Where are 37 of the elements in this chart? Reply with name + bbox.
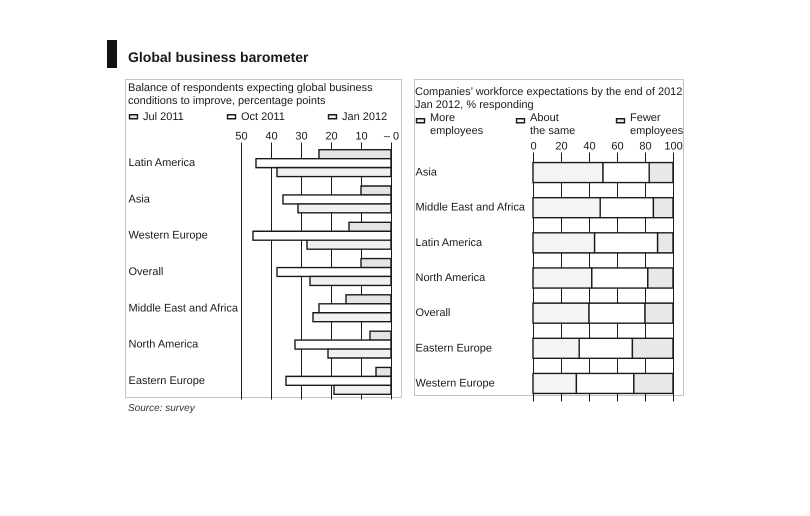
source-note: Source: survey — [128, 403, 195, 414]
y-tick-label: North America — [128, 338, 200, 351]
y-tick-label: North America — [416, 272, 486, 284]
legend-label: More employees — [430, 112, 484, 137]
x-tick-label: 0 — [530, 140, 537, 152]
x-tick-label: 20 — [325, 130, 338, 142]
x-tick-label: 40 — [265, 130, 278, 142]
y-tick-label: Middle East and Africa — [128, 302, 239, 314]
legend-label: About the same — [530, 112, 576, 137]
y-tick-label: Eastern Europe — [128, 374, 205, 387]
y-tick-label: Asia — [128, 193, 151, 206]
x-tick-label: 100 — [664, 140, 683, 152]
y-tick-label: Western Europe — [128, 230, 208, 242]
x-tick-label: 50 — [235, 130, 248, 142]
y-tick-label: Western Europe — [416, 377, 495, 390]
y-tick-label: Overall — [128, 266, 164, 278]
chart-subtitle: Balance of respondents expecting global business conditions to improve, percentage points — [128, 82, 374, 107]
y-tick-label: Overall — [416, 307, 450, 320]
legend-label: Fewer employees — [630, 112, 684, 137]
x-tick-label: 10 — [355, 130, 368, 142]
x-tick-label: – 0 — [384, 130, 400, 142]
y-tick-label: Middle East and Africa — [416, 202, 526, 214]
legend-label: Oct 2011 — [241, 110, 285, 123]
chart-subtitle: Jan 2012, % responding — [415, 99, 534, 111]
y-tick-label: Latin America — [416, 236, 484, 249]
chart-title: Companies’ workforce expectations by the end of 2012 — [415, 86, 682, 98]
x-tick-label: 60 — [611, 140, 624, 152]
x-tick-label: 20 — [555, 140, 568, 152]
chart-title: Global business barometer — [128, 49, 310, 65]
y-tick-label: Asia — [416, 166, 438, 179]
y-tick-label: Eastern Europe — [416, 342, 492, 354]
x-tick-label: 40 — [583, 140, 596, 152]
x-tick-label: 30 — [295, 130, 308, 142]
legend-label: Jul 2011 — [143, 110, 184, 123]
legend-label: Jan 2012 — [342, 110, 388, 123]
x-tick-label: 80 — [639, 140, 652, 152]
y-tick-label: Latin America — [128, 157, 196, 170]
